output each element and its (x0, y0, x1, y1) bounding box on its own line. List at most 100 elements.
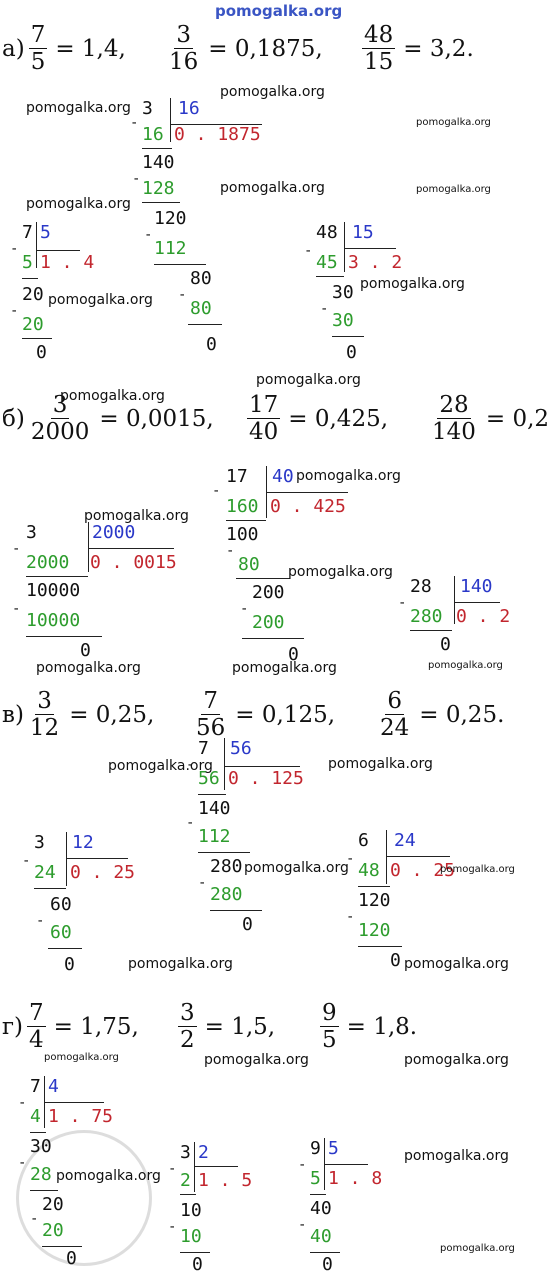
dividend: 9 (310, 1138, 321, 1159)
divisor: 4 (48, 1076, 59, 1097)
result: = 0,425, (288, 405, 389, 432)
fraction: 28 140 (430, 392, 478, 445)
quotient: 0 . 0015 (90, 552, 177, 573)
subtrahend: 28 (30, 1164, 52, 1185)
quotient: 3 . 2 (348, 252, 403, 273)
subtrahend: 10000 (26, 610, 81, 631)
watermark-label: pomogalka.org (220, 84, 325, 100)
product: 280 (410, 606, 443, 627)
numerator: 3 (178, 1000, 197, 1027)
numerator: 3 (50, 392, 70, 419)
subtrahend: 40 (310, 1226, 332, 1247)
remainder: 60 (50, 894, 72, 915)
remainder: 0 (322, 1254, 333, 1275)
watermark-label: pomogalka.org (416, 117, 491, 128)
divisor: 2000 (92, 522, 136, 543)
result: = 0,2. (485, 405, 547, 432)
dividend: 3 (180, 1142, 191, 1163)
remainder: 120 (358, 890, 391, 911)
section-label: б) (2, 405, 25, 432)
dividend: 6 (358, 830, 369, 851)
denominator: 2000 (30, 419, 90, 445)
divisor: 24 (394, 830, 416, 851)
divisor: 2 (198, 1142, 209, 1163)
remainder: 0 (66, 1248, 77, 1269)
numerator: 17 (247, 392, 281, 419)
watermark-label: pomogalka.org (128, 956, 233, 972)
remainder: 0 (242, 914, 253, 935)
result: = 0,0015, (99, 405, 214, 432)
fraction: 3 16 (167, 22, 200, 75)
watermark-top: pomogalka.org (215, 2, 343, 20)
remainder: 0 (390, 950, 401, 971)
remainder: 30 (30, 1136, 52, 1157)
remainder: 0 (288, 644, 299, 665)
denominator: 5 (30, 49, 46, 75)
watermark-label: pomogalka.org (296, 468, 401, 484)
fraction: 17 40 (247, 392, 281, 445)
dividend: 3 (26, 522, 37, 543)
product: 160 (226, 496, 259, 517)
remainder: 20 (22, 284, 44, 305)
fraction: 3 2000 (29, 392, 92, 445)
remainder: 0 (36, 342, 47, 363)
section-label: г) (2, 1013, 24, 1040)
denominator: 24 (380, 715, 410, 741)
equation: 3 16 = 0,1875, (165, 22, 323, 75)
quotient: 1 . 8 (328, 1168, 383, 1189)
remainder: 200 (252, 582, 285, 603)
denominator: 40 (249, 419, 279, 445)
product: 56 (198, 768, 220, 789)
denominator: 12 (29, 715, 60, 741)
divisor: 5 (40, 222, 51, 243)
subtrahend: 20 (22, 314, 44, 335)
numerator: 28 (437, 392, 471, 419)
divisor: 16 (178, 98, 200, 119)
subtrahend: 20 (42, 1220, 64, 1241)
equation: 48 15 = 3,2. (360, 22, 474, 75)
denominator: 15 (364, 49, 394, 75)
divisor: 56 (230, 738, 252, 759)
denominator: 140 (432, 419, 476, 445)
watermark-label: pomogalka.org (48, 292, 153, 308)
remainder: 0 (206, 334, 217, 355)
watermark-label: pomogalka.org (84, 508, 189, 524)
remainder: 30 (332, 282, 354, 303)
result: = 0,25, (69, 701, 155, 728)
numerator: 7 (28, 22, 48, 49)
result: = 1,5, (204, 1013, 276, 1040)
dividend: 3 (34, 832, 45, 853)
subtrahend: 280 (210, 884, 243, 905)
quotient: 0 . 2 (456, 606, 511, 627)
equation: 7 56 = 0,125, (192, 688, 335, 741)
remainder: 120 (154, 208, 187, 229)
quotient: 0 . 125 (228, 768, 304, 789)
section-label: в) (2, 701, 24, 728)
remainder: 10 (180, 1200, 202, 1221)
dividend: 17 (226, 466, 248, 487)
result: = 1,75, (53, 1013, 139, 1040)
subtrahend: 112 (154, 238, 187, 259)
quotient: 0 . 25 (390, 860, 456, 881)
section-label: а) (2, 35, 25, 62)
fraction: 6 24 (378, 688, 411, 741)
watermark-label: pomogalka.org (36, 660, 141, 676)
watermark-label: pomogalka.org (404, 1148, 509, 1164)
equation-row-b: б) 3 2000 = 0,0015, (2, 392, 214, 445)
remainder: 100 (226, 524, 259, 545)
product: 2000 (26, 552, 70, 573)
remainder: 20 (42, 1194, 64, 1215)
dividend: 7 (30, 1076, 41, 1097)
numerator: 48 (362, 22, 396, 49)
remainder: 0 (440, 634, 451, 655)
denominator: 2 (180, 1027, 195, 1053)
numerator: 9 (320, 1000, 339, 1027)
product: 5 (22, 252, 33, 273)
fraction: 48 15 (362, 22, 396, 75)
subtrahend: 112 (198, 826, 231, 847)
